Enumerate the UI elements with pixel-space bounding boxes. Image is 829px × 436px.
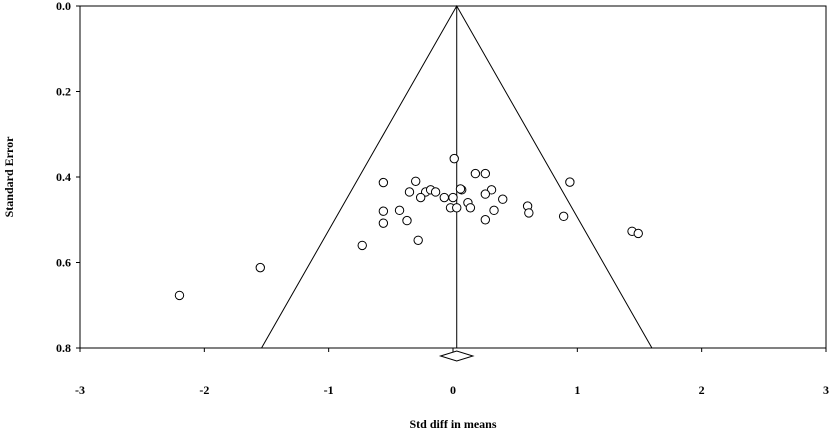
y-tick-label: 0.2 [56, 85, 71, 99]
x-tick-label: 2 [699, 383, 705, 397]
study-point [174, 290, 185, 301]
x-tick-label: 0 [450, 383, 456, 397]
plot-frame [79, 5, 827, 349]
study-point [402, 215, 412, 226]
study-point [378, 218, 389, 228]
y-axis-title: Standard Error [2, 136, 16, 217]
summary-diamond [438, 350, 475, 362]
study-point [558, 211, 569, 222]
study-point [455, 184, 466, 194]
x-tick-label: 3 [823, 383, 829, 397]
x-tick-label: -1 [324, 383, 334, 397]
study-point [430, 187, 441, 197]
study-point [489, 205, 499, 216]
study-point [255, 262, 265, 273]
study-point [394, 205, 405, 216]
study-point [498, 194, 508, 204]
study-point [378, 177, 389, 188]
study-point [470, 168, 481, 179]
study-point [439, 192, 449, 203]
study-point [524, 208, 534, 218]
y-tick-label: 0.0 [56, 0, 71, 13]
study-point [378, 206, 389, 216]
study-point [404, 187, 415, 197]
study-point [480, 189, 491, 199]
y-tick-label: 0.6 [56, 256, 71, 270]
study-point [465, 203, 476, 213]
x-tick-label: -2 [199, 383, 209, 397]
y-tick-label: 0.8 [56, 341, 71, 355]
study-point [480, 168, 491, 179]
x-axis-title: Std diff in means [409, 417, 496, 431]
study-point [565, 177, 575, 187]
study-point [411, 176, 421, 186]
study-point [413, 235, 423, 245]
study-point [452, 203, 462, 213]
study-point [449, 153, 459, 164]
x-tick-label: 1 [574, 383, 580, 397]
study-point [480, 215, 491, 225]
y-tick-label: 0.4 [56, 170, 71, 184]
study-point [633, 228, 643, 239]
study-point [448, 192, 458, 203]
study-point [415, 192, 426, 203]
study-point [357, 240, 367, 251]
x-tick-label: -3 [75, 383, 85, 397]
